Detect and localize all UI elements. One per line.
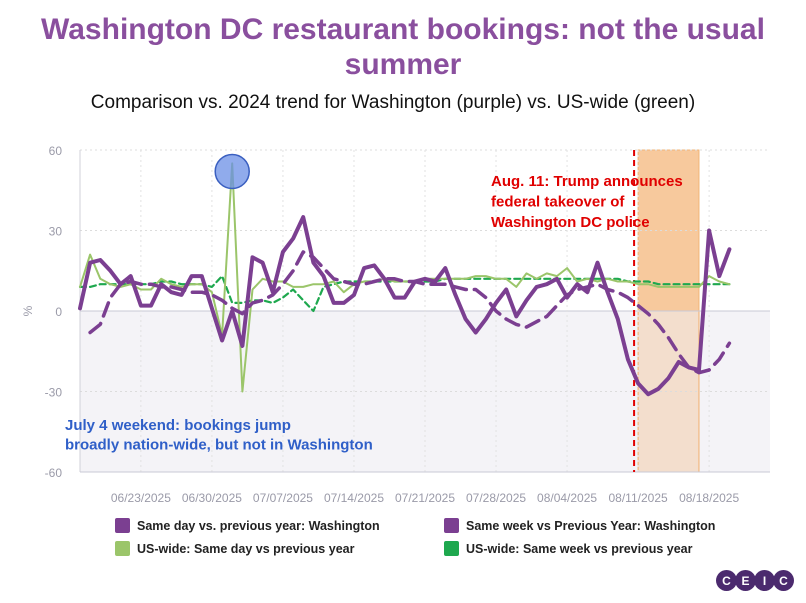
logo-letter: C	[716, 570, 737, 591]
x-tick-label: 06/23/2025	[111, 491, 171, 505]
july4-highlight-circle	[214, 153, 250, 190]
legend-label: US-wide: Same week vs previous year	[466, 541, 693, 556]
legend-item-us-week[interactable]: US-wide: Same week vs previous year	[444, 541, 693, 556]
series-line	[88, 250, 732, 375]
legend-item-wash-week[interactable]: Same week vs Previous Year: Washington	[444, 518, 715, 533]
legend-item-wash-day[interactable]: Same day vs. previous year: Washington	[115, 518, 380, 533]
legend-label: US-wide: Same day vs previous year	[137, 541, 355, 556]
chart-title: Washington DC restaurant bookings: not t…	[41, 13, 765, 81]
logo-letter: C	[773, 570, 794, 591]
annotation-text-line: broadly nation-wide, but not in Washingt…	[65, 437, 373, 454]
x-tick-label: 07/07/2025	[253, 491, 313, 505]
annotation-text-line: Washington DC police	[491, 214, 650, 231]
y-tick-label: 60	[49, 144, 63, 158]
legend-label: Same day vs. previous year: Washington	[137, 518, 380, 533]
logo-letter: I	[754, 570, 775, 591]
y-tick-label: -60	[45, 466, 63, 480]
legend-swatch	[444, 541, 459, 556]
x-tick-label: 06/30/2025	[182, 491, 242, 505]
x-tick-label: 08/18/2025	[679, 491, 739, 505]
logo-letter: E	[735, 570, 756, 591]
y-tick-label: -30	[45, 386, 63, 400]
x-tick-label: 07/21/2025	[395, 491, 455, 505]
annotation-text-line: Aug. 11: Trump announces	[491, 173, 683, 190]
x-tick-label: 08/11/2025	[609, 491, 668, 505]
legend-swatch	[115, 518, 130, 533]
series-line	[78, 215, 732, 397]
y-axis-label: %	[21, 305, 35, 316]
y-tick-label: 30	[49, 225, 63, 239]
y-tick-label: 0	[55, 305, 62, 319]
annotation-text-line: federal takeover of	[491, 194, 625, 211]
x-tick-label: 08/04/2025	[537, 491, 597, 505]
legend-label: Same week vs Previous Year: Washington	[466, 518, 716, 533]
chart-subtitle: Comparison vs. 2024 trend for Washington…	[90, 92, 696, 113]
x-tick-label: 07/28/2025	[466, 491, 526, 505]
annotation-text-line: July 4 weekend: bookings jump	[65, 417, 291, 434]
legend-swatch	[444, 518, 459, 533]
legend-item-us-day[interactable]: US-wide: Same day vs previous year	[115, 541, 354, 556]
ceic-logo: C E I C	[716, 570, 794, 591]
x-tick-label: 07/14/2025	[324, 491, 384, 505]
legend-swatch	[115, 541, 130, 556]
